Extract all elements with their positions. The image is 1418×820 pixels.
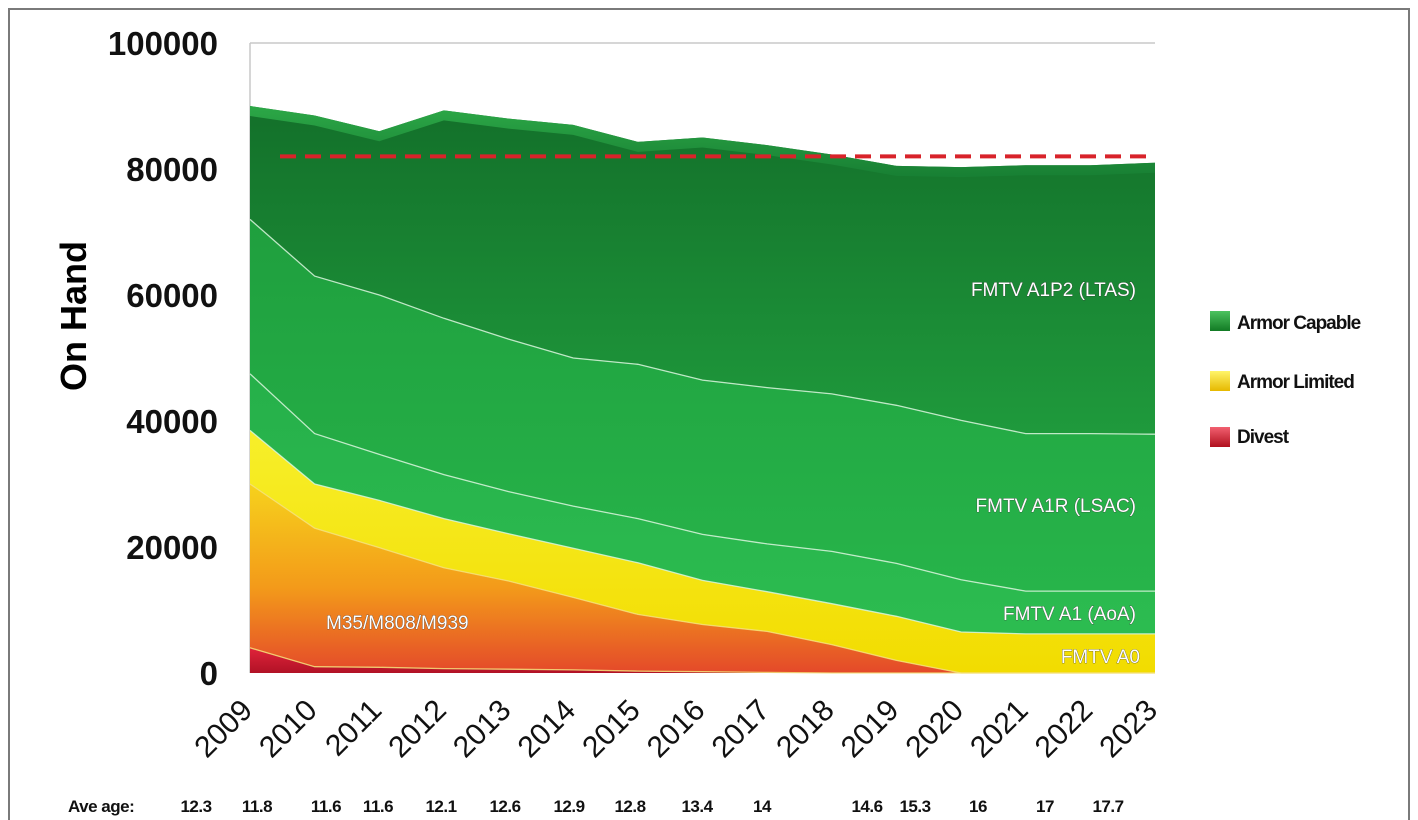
average-age-value: 17 [1036, 797, 1054, 816]
legend-swatch-armor-limited [1210, 371, 1230, 391]
y-tick-label: 40000 [126, 403, 218, 440]
y-tick-label: 0 [200, 655, 218, 692]
x-tick-label: 2013 [447, 694, 518, 765]
chart-frame [8, 8, 1410, 820]
legend-label-armor-capable: Armor Capable [1237, 313, 1361, 334]
divider-fmtv-a1r-lsac [249, 218, 1156, 435]
label-fmtv-a1r: FMTV A1R (LSAC) [976, 496, 1136, 517]
average-age-value: 14 [753, 797, 772, 816]
y-tick-label: 100000 [108, 25, 218, 62]
area-layers [250, 106, 1155, 673]
legend-swatch-armor-capable [1210, 311, 1230, 331]
average-age-value: 12.8 [614, 797, 645, 816]
average-age-values: 12.3 11.8 11.6 11.6 12.1 12.6 12.9 12.8 13.4 14 14… [180, 797, 1124, 816]
legend: Armor Capable Armor Limited Divest [1210, 311, 1362, 448]
average-age-value: 11.6 [311, 797, 341, 816]
average-age-value: 14.6 [851, 797, 882, 816]
x-tick-label: 2009 [188, 694, 259, 765]
x-tick-label: 2016 [641, 694, 712, 765]
average-age-value: 16 [969, 797, 987, 816]
divider-m35-m808-m939 [249, 483, 1155, 674]
area-top-highlight [250, 106, 1155, 178]
x-tick-label: 2020 [899, 694, 970, 765]
x-tick-label: 2022 [1029, 694, 1100, 765]
y-tick-label: 60000 [126, 277, 218, 314]
legend-swatch-divest [1210, 427, 1230, 447]
average-age-value: 12.9 [553, 797, 584, 816]
area-fmtv-a1-aoa [250, 373, 1155, 634]
x-tick-label: 2018 [770, 694, 841, 765]
area-m35-m808-m939 [250, 484, 1155, 673]
average-age-value: 11.6 [363, 797, 393, 816]
average-age-value: 12.6 [489, 797, 520, 816]
x-tick-label: 2023 [1093, 694, 1164, 765]
divider-fmtv-a0 [249, 429, 1155, 635]
legend-label-divest: Divest [1237, 427, 1290, 448]
x-tick-label: 2021 [964, 694, 1035, 765]
average-age-value: 12.1 [425, 797, 456, 816]
average-age-value: 12.3 [180, 797, 211, 816]
area-divest [250, 647, 1155, 673]
x-tick-label: 2015 [576, 694, 647, 765]
area-fmtv-a1r-lsac [250, 219, 1155, 592]
x-tick-label: 2014 [512, 694, 583, 765]
y-axis-label: On Hand [53, 241, 94, 391]
area-fmtv-a1p2-ltas [250, 106, 1155, 435]
x-tick-label: 2010 [253, 694, 324, 765]
y-tick-label: 80000 [126, 151, 218, 188]
x-tick-label: 2011 [319, 694, 388, 763]
label-m35-m808-m939: M35/M808/M939 [326, 613, 469, 634]
series-divider-lines [249, 218, 1156, 674]
x-tick-label: 2012 [382, 694, 453, 765]
x-tick-label: 2017 [706, 694, 777, 765]
legend-label-armor-limited: Armor Limited [1237, 372, 1354, 393]
label-fmtv-a1p2: FMTV A1P2 (LTAS) [971, 280, 1136, 301]
divider-fmtv-a1-aoa [249, 373, 1155, 592]
average-age-label: Ave age: [68, 797, 134, 816]
average-age-value: 15.3 [899, 797, 930, 816]
average-age-value: 13.4 [681, 797, 713, 816]
average-age-value: 17.7 [1092, 797, 1123, 816]
label-fmtv-a1: FMTV A1 (AoA) [1003, 604, 1136, 625]
y-axis-ticks: 0 20000 40000 60000 80000 100000 [108, 25, 218, 692]
x-tick-label: 2019 [835, 694, 906, 765]
y-tick-label: 20000 [126, 529, 218, 566]
label-fmtv-a0: FMTV A0 [1061, 647, 1140, 668]
x-axis-ticks: 2009201020112012201320142015201620172018… [188, 694, 1164, 765]
average-age-value: 11.8 [242, 797, 272, 816]
